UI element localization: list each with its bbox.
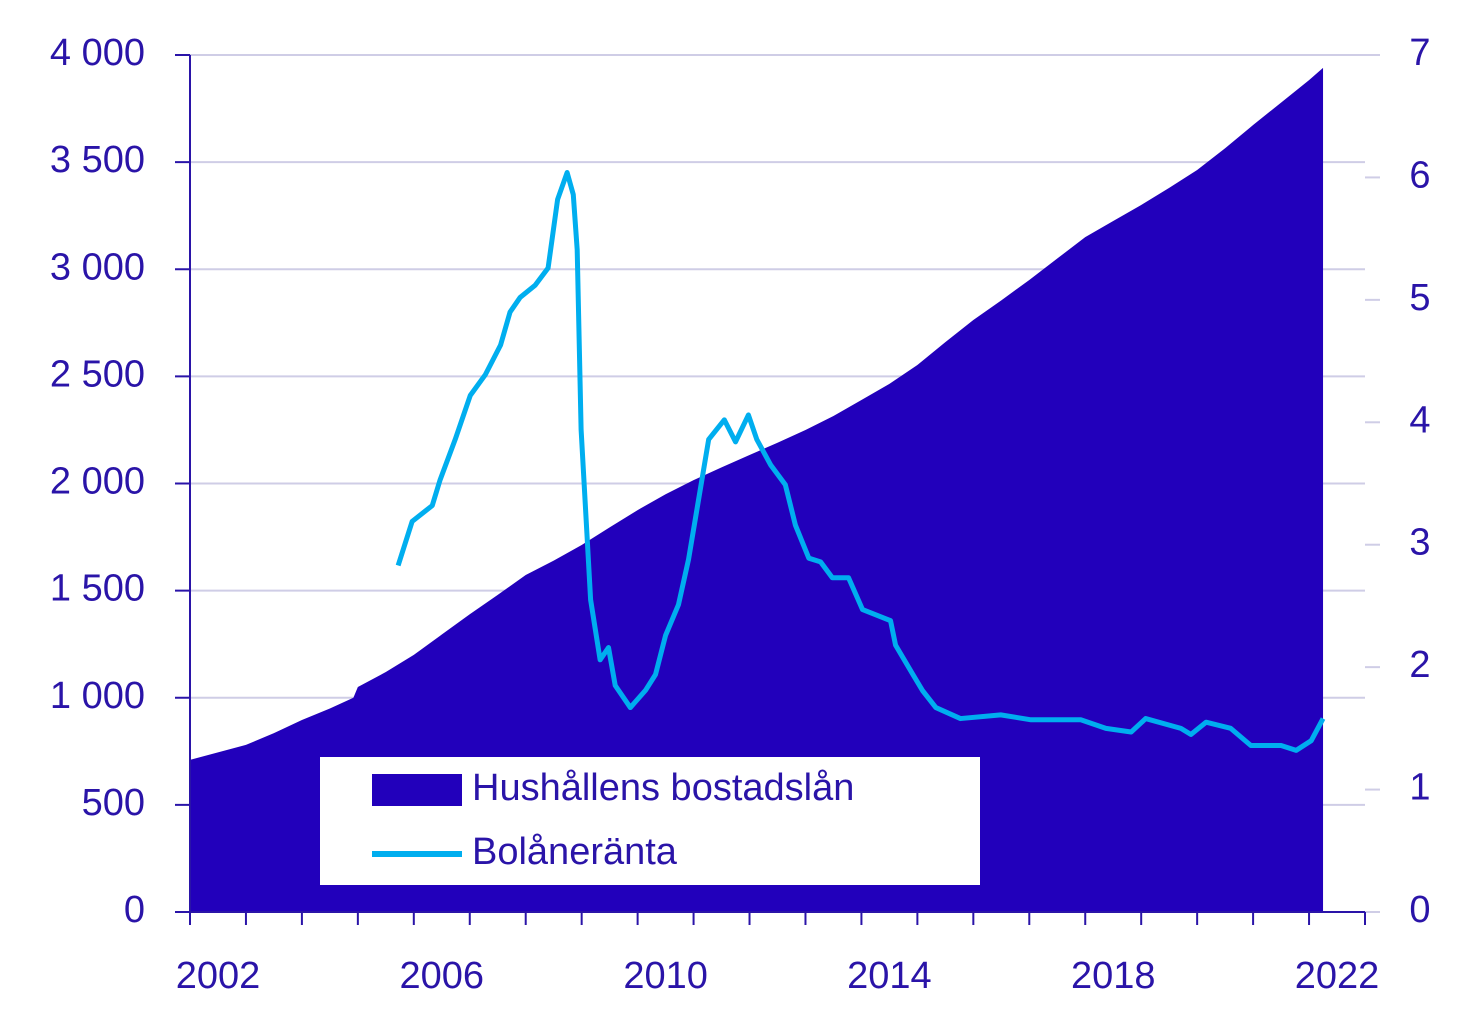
y-tick-label: 0 xyxy=(124,889,145,931)
legend-label: Hushållens bostadslån xyxy=(472,767,854,809)
y2-tick-label: 7 xyxy=(1409,32,1430,74)
y-tick-label: 1 500 xyxy=(50,568,145,610)
legend-label: Bolåneränta xyxy=(472,831,678,873)
x-tick-label: 2002 xyxy=(176,955,261,997)
x-tick-label: 2018 xyxy=(1071,955,1156,997)
y2-tick-label: 6 xyxy=(1409,154,1430,196)
y2-tick-label: 2 xyxy=(1409,644,1430,686)
y-tick-label: 3 000 xyxy=(50,246,145,288)
y2-tick-label: 1 xyxy=(1409,767,1430,809)
line xyxy=(395,170,1326,753)
y-tick-label: 2 000 xyxy=(50,461,145,503)
x-tick-label: 2010 xyxy=(623,955,708,997)
y-tick-label: 3 500 xyxy=(50,139,145,181)
y-tick-label: 2 500 xyxy=(50,353,145,395)
y-tick-label: 500 xyxy=(82,782,145,824)
y2-tick-label: 3 xyxy=(1409,522,1430,564)
y-tick-label: 1 000 xyxy=(50,675,145,717)
y2-tick-label: 0 xyxy=(1409,889,1430,931)
legend-swatch xyxy=(372,774,462,806)
x-tick-label: 2022 xyxy=(1295,955,1380,997)
area xyxy=(190,67,1324,913)
y2-tick-label: 5 xyxy=(1409,277,1430,319)
y2-tick-label: 4 xyxy=(1409,399,1430,441)
x-tick-label: 2006 xyxy=(400,955,485,997)
y-tick-label: 4 000 xyxy=(50,32,145,74)
x-tick-label: 2014 xyxy=(847,955,932,997)
